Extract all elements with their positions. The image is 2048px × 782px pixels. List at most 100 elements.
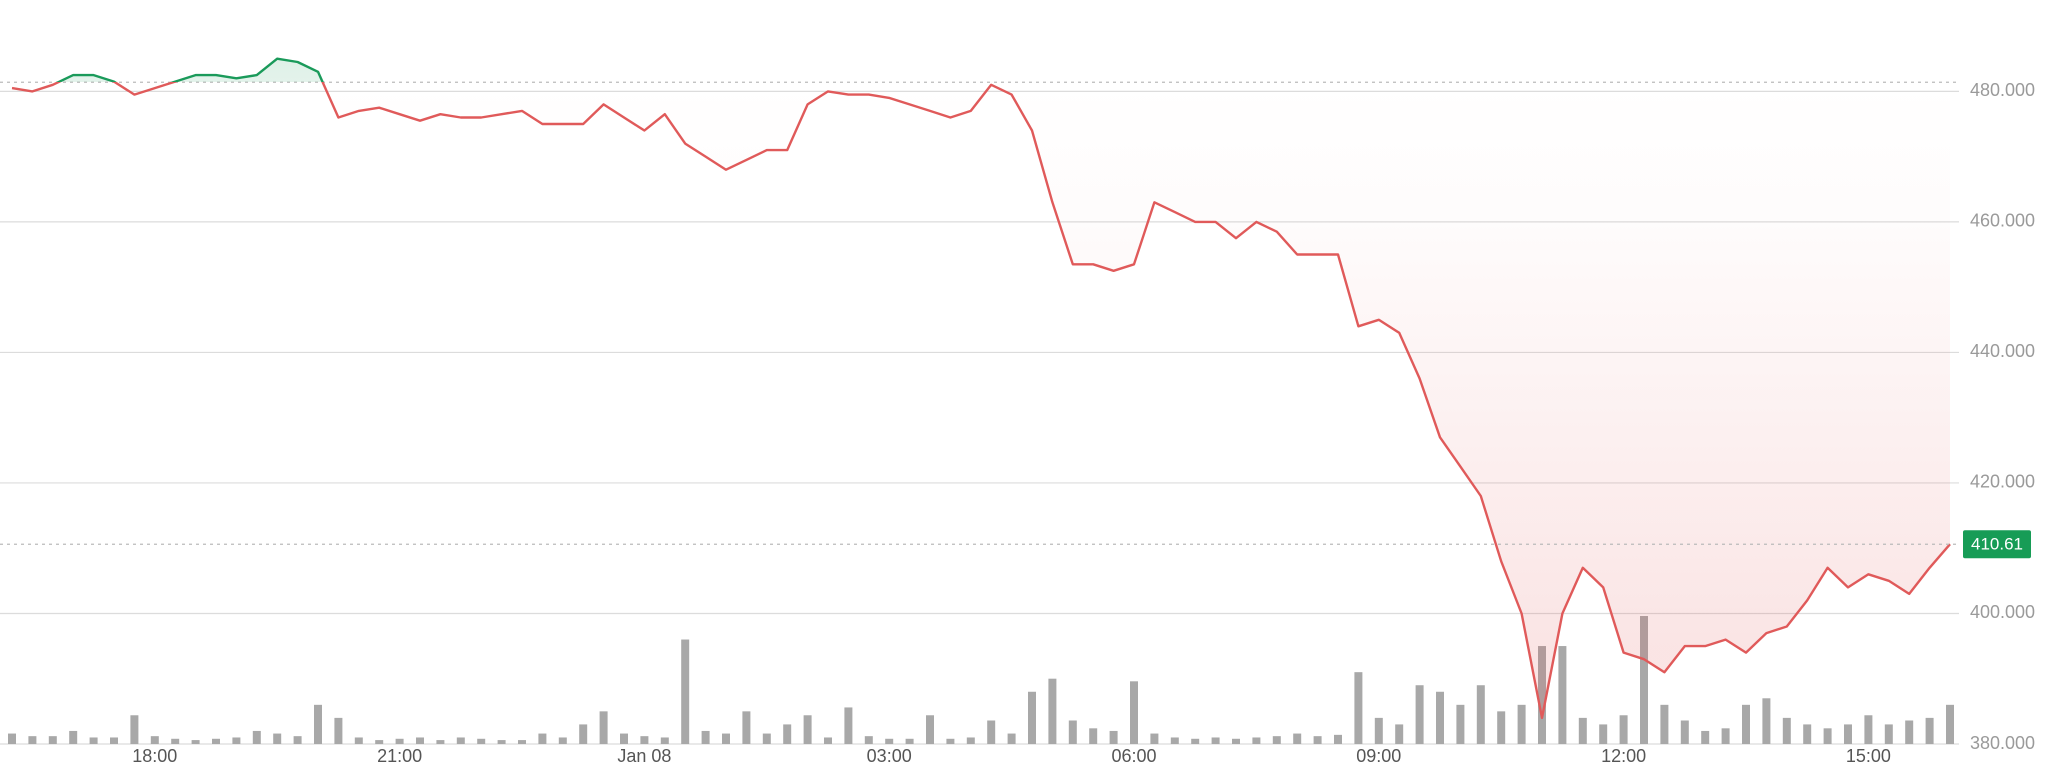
volume-bar: [69, 730, 78, 744]
y-tick-label: 420.000: [1970, 472, 2035, 492]
volume-bar: [1150, 733, 1159, 744]
volume-bar: [762, 733, 771, 744]
volume-bar: [1293, 733, 1302, 744]
x-tick-label: 12:00: [1601, 746, 1646, 766]
volume-bar: [1619, 715, 1628, 744]
volume-bar: [1334, 734, 1342, 744]
volume-bar: [1497, 711, 1506, 744]
volume-bar: [905, 738, 914, 744]
y-tick-label: 380.000: [1970, 733, 2035, 753]
volume-bar: [1905, 720, 1914, 744]
volume-bar: [375, 740, 384, 744]
volume-bar: [212, 738, 220, 744]
volume-bar: [1946, 704, 1954, 744]
volume-bar: [110, 737, 118, 744]
y-tick-label: 440.000: [1970, 341, 2035, 361]
volume-bar: [1232, 738, 1240, 744]
volume-bar: [1925, 717, 1934, 744]
volume-bar: [8, 733, 16, 744]
volume-bar: [130, 715, 139, 744]
volume-bar: [599, 711, 608, 744]
volume-bar: [1109, 730, 1118, 744]
volume-bar: [1476, 685, 1485, 744]
price-area: [12, 58, 1950, 718]
volume-bar: [1130, 681, 1138, 744]
x-tick-label: 06:00: [1111, 746, 1156, 766]
volume-bar: [48, 736, 57, 744]
x-tick-label: 21:00: [377, 746, 422, 766]
volume-bar: [1272, 736, 1281, 744]
current-price-label: 410.61: [1971, 535, 2023, 554]
volume-bar: [1374, 717, 1383, 744]
volume-bar: [1395, 724, 1404, 744]
y-tick-label: 480.000: [1970, 80, 2035, 100]
volume-bar: [1089, 728, 1098, 744]
volume-bar: [314, 704, 322, 744]
volume-bar: [1313, 736, 1322, 744]
volume-bar: [1803, 724, 1812, 744]
volume-bar: [1211, 737, 1220, 744]
volume-bar: [558, 737, 567, 744]
volume-bar: [660, 737, 669, 744]
volume-bar: [538, 733, 547, 744]
volume-bar: [518, 740, 526, 744]
volume-bar: [926, 715, 934, 744]
volume-bar: [1558, 646, 1567, 744]
volume-bar: [1436, 691, 1444, 744]
volume-bar: [1007, 733, 1016, 744]
volume-bar: [150, 736, 159, 744]
volume-bar: [1823, 728, 1832, 744]
volume-bar: [1252, 737, 1261, 744]
volume-bar: [783, 724, 792, 744]
volume-bar: [681, 639, 690, 744]
volume-bar: [966, 737, 975, 744]
volume-bar: [293, 736, 302, 744]
x-tick-label: 15:00: [1846, 746, 1891, 766]
volume-bar: [1517, 704, 1526, 744]
volume-bar: [477, 738, 486, 744]
volume-bar: [1660, 704, 1669, 744]
volume-bar: [742, 711, 751, 744]
price-line: [11, 57, 1951, 720]
volume-bar: [701, 730, 710, 744]
volume-bar: [354, 737, 363, 744]
volume-bar: [1191, 738, 1200, 744]
volume-bar: [1578, 717, 1587, 744]
volume-bar: [1456, 704, 1465, 744]
volume-bar: [1640, 616, 1648, 744]
volume-bar: [824, 737, 832, 744]
volume-bar: [1762, 698, 1771, 744]
volume-bar: [1721, 728, 1730, 744]
volume-bar: [273, 733, 282, 744]
y-tick-label: 460.000: [1970, 211, 2035, 231]
volume-bar: [640, 736, 649, 744]
volume-bar: [1170, 737, 1179, 744]
x-tick-label: 09:00: [1356, 746, 1401, 766]
volume-bar: [395, 738, 404, 744]
volume-bar: [28, 736, 37, 744]
volume-bar: [864, 736, 873, 744]
volume-bar: [1884, 724, 1893, 744]
volume-bar: [844, 707, 853, 744]
volume-bar: [456, 737, 465, 744]
current-price-tag: [1963, 530, 2031, 559]
volume-bar: [722, 733, 730, 744]
volume-bar: [232, 737, 241, 744]
volume-bar: [987, 720, 996, 744]
volume-bar: [1844, 724, 1852, 744]
volume-bar: [416, 737, 424, 744]
volume-bar: [497, 740, 506, 744]
volume-bar: [252, 730, 261, 744]
volume-bar: [1415, 685, 1424, 744]
x-tick-label: Jan 08: [617, 746, 671, 766]
x-tick-label: 18:00: [132, 746, 177, 766]
x-tick-label: 03:00: [867, 746, 912, 766]
volume-bar: [1864, 715, 1873, 744]
volume-bar: [1782, 717, 1791, 744]
volume-bar: [946, 738, 955, 744]
volume-bar: [89, 737, 98, 744]
volume-bar: [334, 717, 343, 744]
volume-bar: [803, 715, 812, 744]
